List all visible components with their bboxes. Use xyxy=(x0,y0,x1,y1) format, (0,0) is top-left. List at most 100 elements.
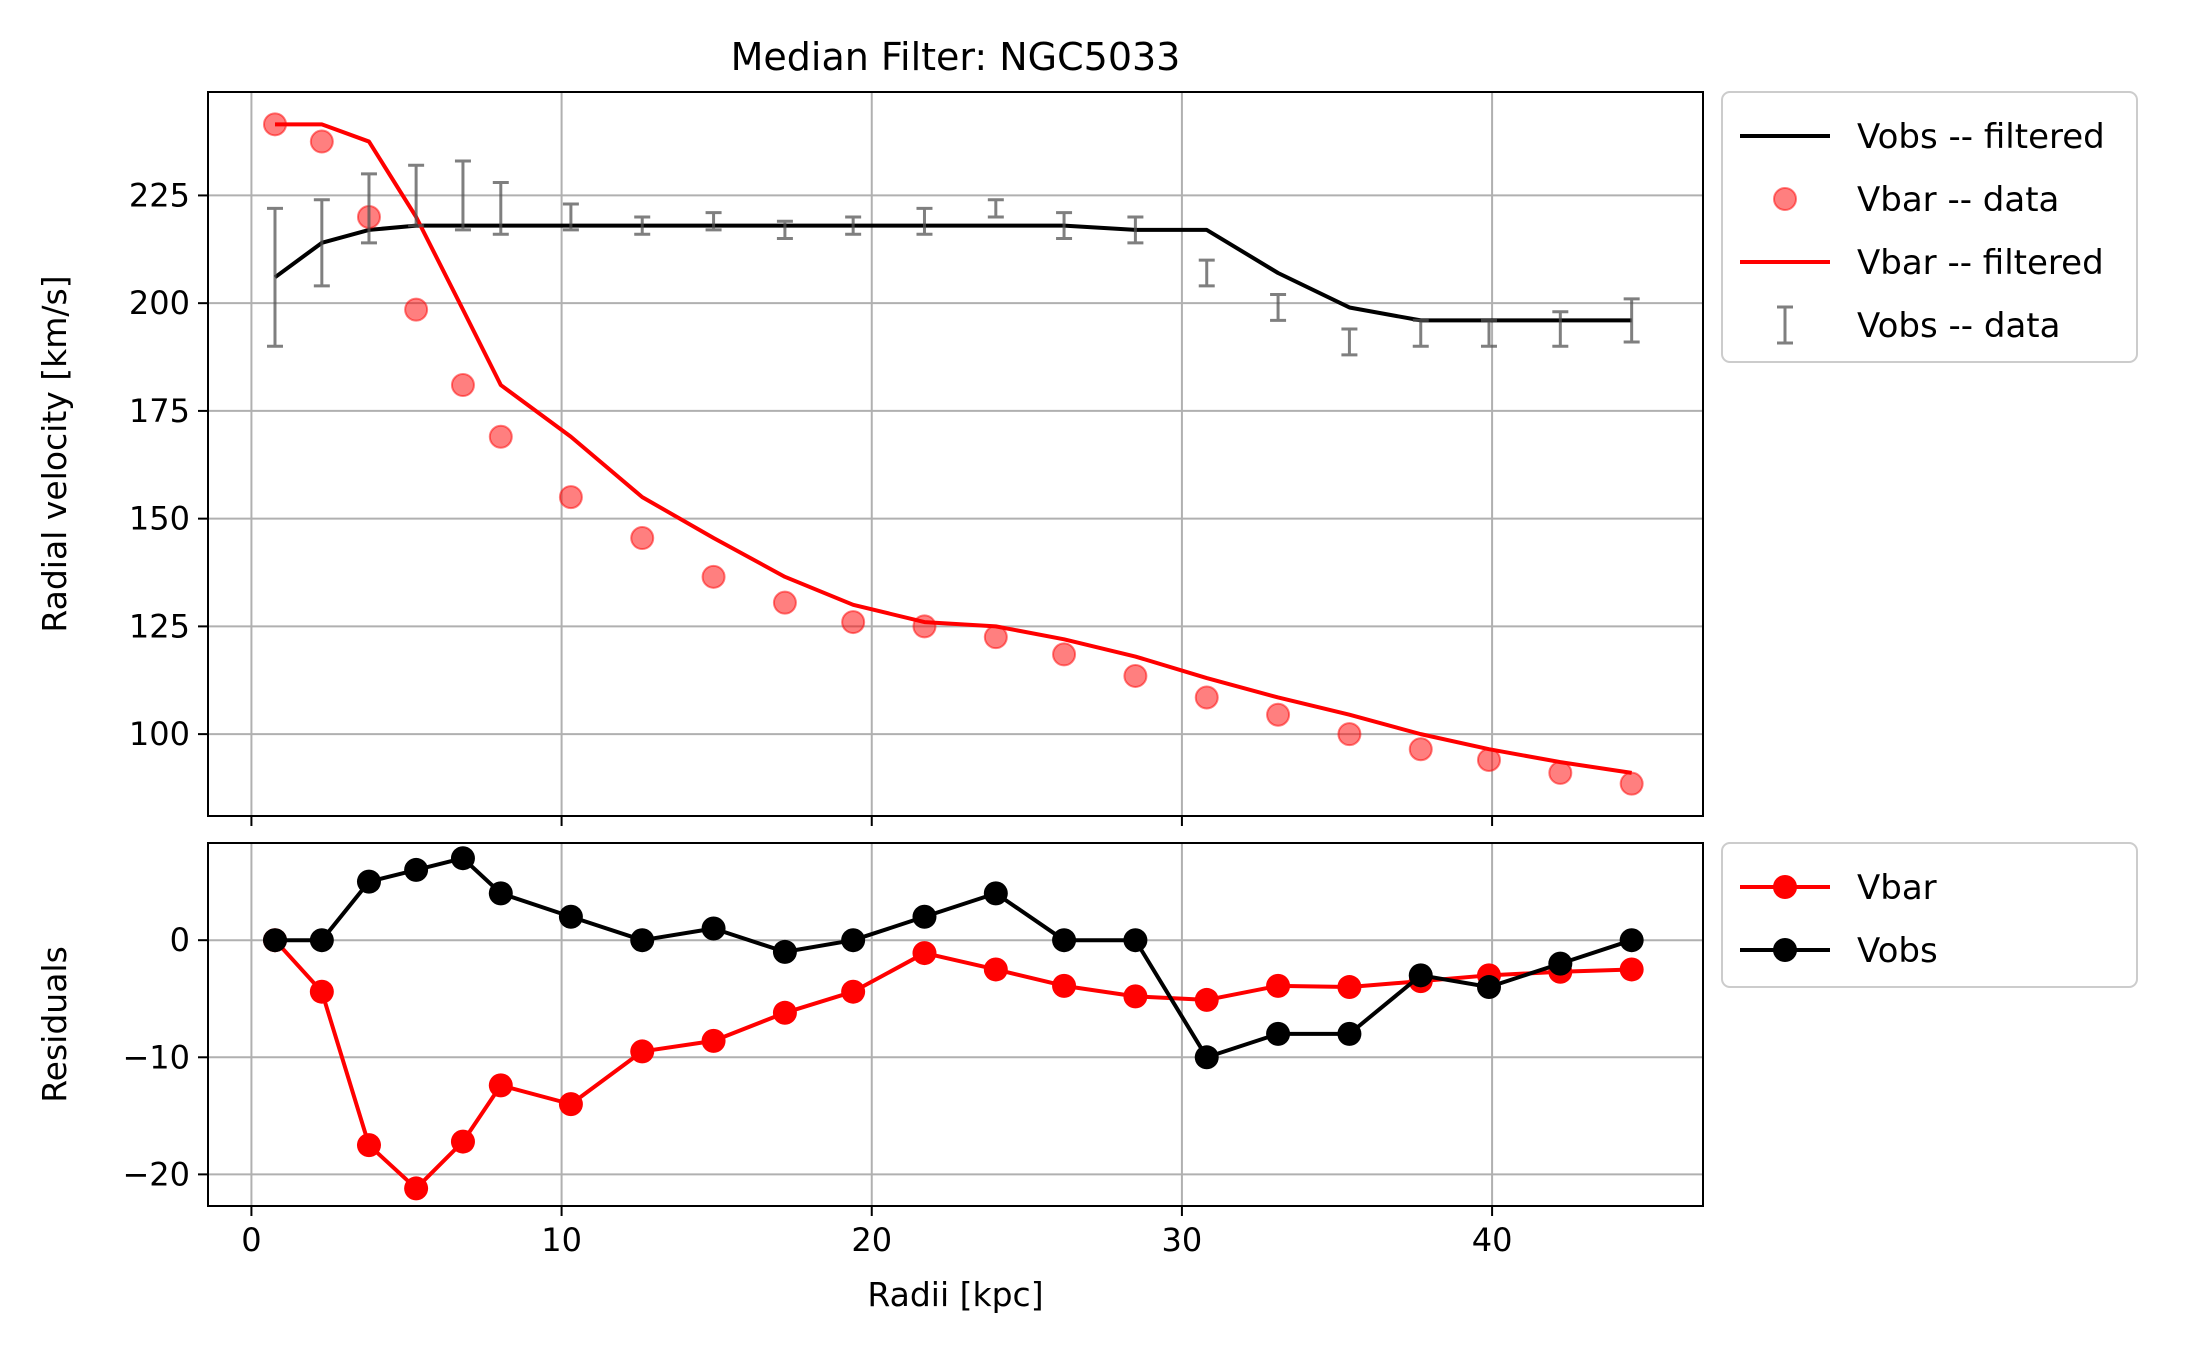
data-point xyxy=(450,1129,475,1154)
error-bar xyxy=(408,163,425,228)
bottom-panel: 0 10 20 30 40 −20 −10 0 Residuals Radii [kpc] xyxy=(35,842,1704,1314)
error-bar xyxy=(705,211,722,232)
legend-label: Vobs xyxy=(1857,931,1938,971)
error-bar xyxy=(1341,327,1358,357)
data-point xyxy=(1337,1021,1362,1046)
data-point xyxy=(1408,963,1433,988)
legend-point-marker xyxy=(1773,875,1797,899)
y-axis-label: Residuals xyxy=(35,946,74,1103)
data-point xyxy=(701,1028,726,1053)
data-point xyxy=(1619,771,1644,796)
legend-entry: Vbar -- filtered xyxy=(1740,243,2104,283)
data-point xyxy=(701,564,726,589)
bottom-legend: Vbar Vobs xyxy=(1721,842,2138,988)
data-point xyxy=(558,485,583,510)
data-point xyxy=(1194,1045,1219,1070)
error-bar xyxy=(1552,310,1569,348)
error-bar xyxy=(1198,258,1215,288)
y-tick-label: 100 xyxy=(129,715,190,753)
error-bar xyxy=(845,215,862,236)
error-bar xyxy=(360,172,377,245)
data-point xyxy=(772,1000,797,1025)
x-tick-label: 40 xyxy=(1472,1221,1513,1259)
legend-point-marker xyxy=(1773,187,1797,211)
data-point xyxy=(630,928,655,953)
x-axis-label: Radii [kpc] xyxy=(867,1275,1043,1314)
legend-entry: Vbar xyxy=(1740,868,1937,908)
y-axis-label: Radial velocity [km/s] xyxy=(35,275,74,632)
plot-frame xyxy=(207,842,1704,1207)
data-point xyxy=(1052,642,1077,667)
data-point xyxy=(309,928,334,953)
data-point xyxy=(772,590,797,615)
data-point xyxy=(488,1073,513,1098)
error-bar xyxy=(634,215,651,236)
error-bar xyxy=(1623,297,1640,344)
data-point xyxy=(983,881,1008,906)
data-point xyxy=(1266,702,1291,727)
plot-frame xyxy=(207,91,1704,817)
x-tick-label: 10 xyxy=(541,1221,582,1259)
data-point xyxy=(309,129,334,154)
data-point xyxy=(841,979,866,1004)
data-point xyxy=(772,939,797,964)
error-bar xyxy=(987,198,1004,219)
series-line xyxy=(273,938,1632,1191)
data-point xyxy=(356,869,381,894)
data-point xyxy=(1052,928,1077,953)
data-point xyxy=(1052,973,1077,998)
legend-label: Vbar xyxy=(1857,868,1937,908)
data-point xyxy=(262,928,287,953)
legend-point-marker xyxy=(1773,938,1797,962)
error-bar xyxy=(1270,293,1287,322)
data-point xyxy=(841,610,866,635)
data-point xyxy=(1123,663,1148,688)
legend-entry: Vobs -- filtered xyxy=(1740,117,2105,157)
error-bar xyxy=(266,206,283,348)
data-point xyxy=(1408,737,1433,762)
data-point xyxy=(488,424,513,449)
error-bar xyxy=(1056,211,1073,241)
y-tick-label: 150 xyxy=(129,500,190,538)
data-point xyxy=(558,904,583,929)
data-point xyxy=(912,904,937,929)
data-point xyxy=(1619,928,1644,953)
series-line xyxy=(274,856,1633,1060)
data-point xyxy=(1266,973,1291,998)
data-point xyxy=(1194,685,1219,710)
data-point xyxy=(841,928,866,953)
error-bar xyxy=(492,181,509,236)
data-point xyxy=(558,1092,583,1117)
x-tick-label: 0 xyxy=(241,1221,261,1259)
data-point xyxy=(630,526,655,551)
error-bar xyxy=(1480,318,1497,348)
data-point xyxy=(404,857,429,882)
top-panel: 100 125 150 175 200 225 Median Filter: NGC5033… xyxy=(35,35,1704,826)
data-point xyxy=(912,941,937,966)
data-point xyxy=(404,297,429,322)
error-bar xyxy=(776,219,793,241)
series-line xyxy=(274,122,1632,775)
data-point xyxy=(309,979,334,1004)
data-point xyxy=(488,881,513,906)
legend-entry: Vobs xyxy=(1740,931,1938,971)
data-point xyxy=(1194,987,1219,1012)
data-point xyxy=(450,373,475,398)
data-point xyxy=(1337,975,1362,1000)
legend-entry: Vbar -- data xyxy=(1773,180,2059,220)
data-point xyxy=(404,1176,429,1201)
y-tick-label: 125 xyxy=(129,607,190,645)
error-bar xyxy=(454,159,471,232)
data-point xyxy=(1266,1021,1291,1046)
error-bar xyxy=(1127,215,1144,245)
data-point xyxy=(1123,928,1148,953)
legend-label: Vobs -- data xyxy=(1857,306,2060,346)
legend-errorbar-marker xyxy=(1777,305,1793,345)
data-point xyxy=(1619,957,1644,982)
data-point xyxy=(630,1039,655,1064)
data-point xyxy=(1337,722,1362,747)
y-tick-label: −20 xyxy=(122,1155,190,1193)
error-bar xyxy=(916,206,933,236)
y-tick-label: −10 xyxy=(122,1038,190,1076)
